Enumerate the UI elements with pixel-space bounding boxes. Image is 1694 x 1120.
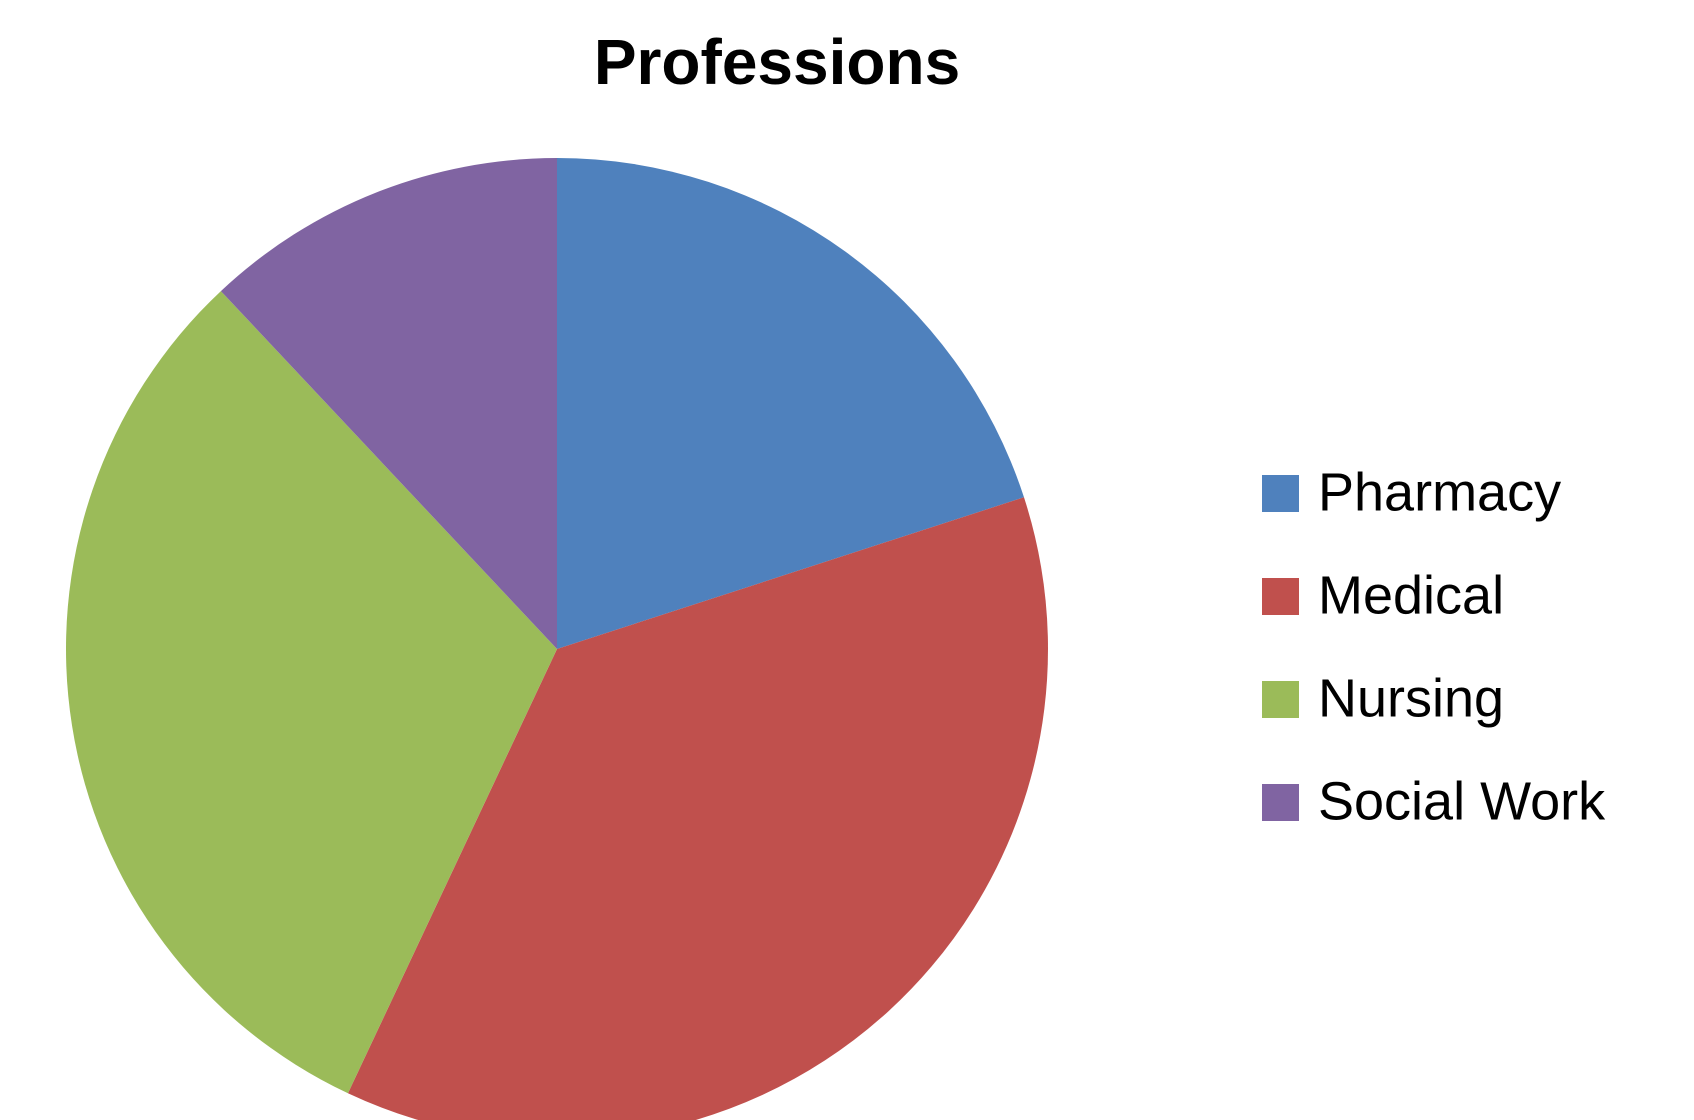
chart-title: Professions xyxy=(594,26,960,98)
pie-slice xyxy=(557,158,1024,649)
legend-swatch xyxy=(1262,681,1299,718)
legend-swatch xyxy=(1262,784,1299,821)
legend-swatch xyxy=(1262,578,1299,615)
pie-slice xyxy=(347,497,1048,1120)
legend-swatch xyxy=(1262,475,1299,512)
legend-label: Medical xyxy=(1318,565,1504,625)
pie-slice xyxy=(220,158,557,649)
legend-label: Social Work xyxy=(1318,771,1606,831)
legend-label: Nursing xyxy=(1318,668,1504,728)
pie-slice xyxy=(65,291,557,1094)
legend-label: Pharmacy xyxy=(1318,462,1561,522)
